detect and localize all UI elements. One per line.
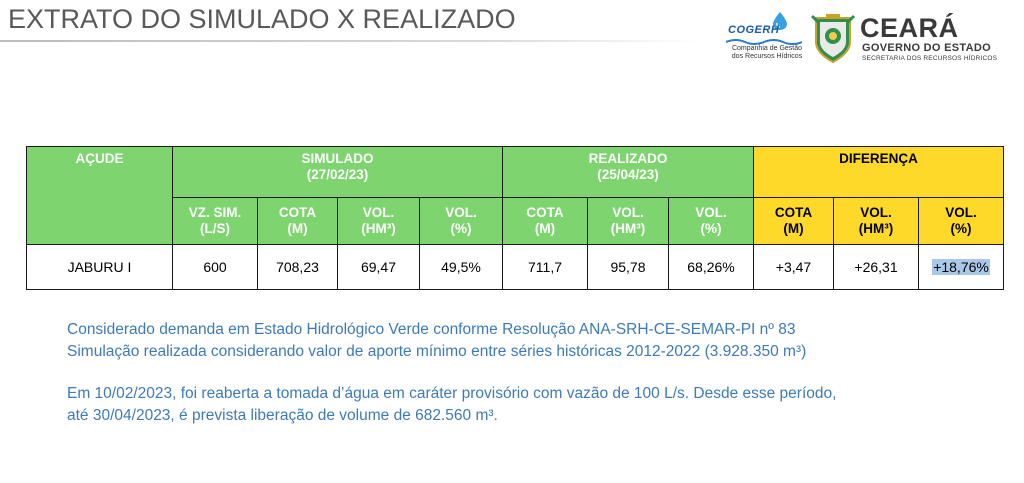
note-simulation: Simulação realizada considerando valor d… xyxy=(67,343,807,360)
state-seal-icon xyxy=(810,14,856,64)
table-header-row: AÇUDE SIMULADO (27/02/23) REALIZADO (25/… xyxy=(26,146,1005,245)
column-header: VOL. (%) xyxy=(667,197,755,245)
table-cell: 600 xyxy=(172,244,258,290)
acude-header: AÇUDE xyxy=(26,146,173,245)
table-cell: 95,78 xyxy=(587,244,669,290)
table-row: JABURU I 600 708,23 69,47 49,5% 711,7 95… xyxy=(26,244,1005,290)
ceara-government-logo: CEARÁ GOVERNO DO ESTADO SECRETARIA DOS R… xyxy=(860,14,1010,64)
table-cell: +18,76% xyxy=(918,244,1005,290)
water-drop-icon xyxy=(773,12,787,30)
cogerh-logo: COGERH Companhia de Gestão dos Recursos … xyxy=(726,12,804,66)
table-cell: 49,5% xyxy=(419,244,503,290)
note-demand: Considerado demanda em Estado Hidrológic… xyxy=(67,321,796,338)
reservoir-summary-table: AÇUDE SIMULADO (27/02/23) REALIZADO (25/… xyxy=(26,146,1005,290)
cogerh-subtitle: Companhia de Gestão dos Recursos Hídrico… xyxy=(731,45,803,60)
column-header: VOL. (HM³) xyxy=(337,197,420,245)
note-reopening: Em 10/02/2023, foi reaberta a tomada d’á… xyxy=(67,385,837,402)
page-title: EXTRATO DO SIMULADO X REALIZADO xyxy=(8,4,516,34)
government-label: GOVERNO DO ESTADO xyxy=(862,42,991,54)
column-header: VOL. (%) xyxy=(419,197,503,245)
table-cell: +26,31 xyxy=(833,244,920,290)
column-header: VOL. (%) xyxy=(918,197,1005,245)
table-cell: 69,47 xyxy=(337,244,420,290)
ceara-wordmark: CEARÁ xyxy=(860,13,959,43)
table-cell: +3,47 xyxy=(753,244,835,290)
table-cell: 68,26% xyxy=(667,244,755,290)
cogerh-wordmark: COGERH xyxy=(728,24,780,36)
column-header: VZ. SIM. (L/S) xyxy=(172,197,258,245)
table-cell: 708,23 xyxy=(257,244,338,290)
diferenca-header: DIFERENÇA xyxy=(753,146,1005,198)
table-subheader-row: VZ. SIM. (L/S) COTA (M) VOL. (HM³) VOL. (%) … xyxy=(27,197,1005,245)
note-release: até 30/04/2023, é prevista liberação de … xyxy=(67,407,498,424)
column-header: COTA (M) xyxy=(753,197,835,245)
secretariat-label: SECRETARIA DOS RECURSOS HÍDRICOS xyxy=(862,55,998,62)
column-header: VOL. (HM³) xyxy=(833,197,920,245)
column-header: COTA (M) xyxy=(257,197,338,245)
table-cell: 711,7 xyxy=(502,244,588,290)
realizado-header: REALIZADO (25/04/23) xyxy=(501,146,755,198)
simulado-header: SIMULADO (27/02/23) xyxy=(172,146,503,198)
acude-name-cell: JABURU I xyxy=(26,244,173,290)
wave-icon xyxy=(726,39,802,45)
column-header: COTA (M) xyxy=(502,197,588,245)
title-divider xyxy=(0,40,700,42)
column-header: VOL. (HM³) xyxy=(587,197,669,245)
highlighted-value: +18,76% xyxy=(932,259,990,275)
